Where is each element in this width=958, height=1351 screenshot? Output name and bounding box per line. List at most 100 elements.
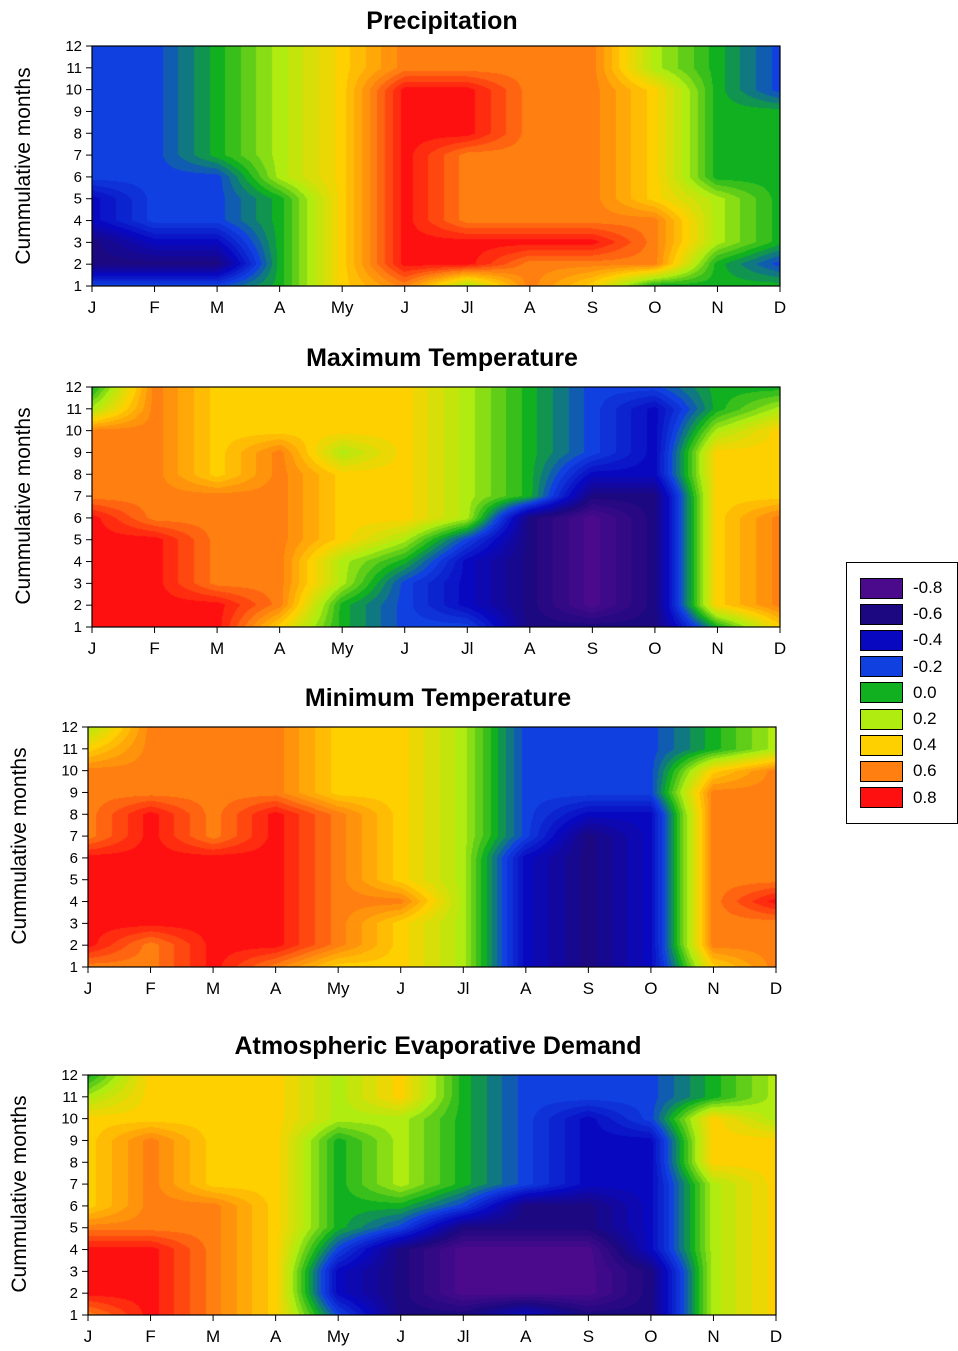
x-tick-label: J	[400, 298, 409, 317]
x-tick-label: J	[84, 979, 93, 998]
x-tick-label: S	[587, 639, 598, 658]
y-tick-label: 3	[74, 234, 82, 251]
y-tick-label: 3	[70, 1263, 78, 1280]
x-tick-label: A	[524, 298, 536, 317]
x-tick-label: Jl	[457, 1327, 469, 1346]
x-tick-label: A	[274, 298, 286, 317]
x-tick-label: M	[206, 1327, 220, 1346]
y-tick-label: 1	[70, 1307, 78, 1324]
y-tick-label: 1	[74, 278, 82, 295]
legend-label: 0.4	[913, 735, 937, 755]
y-tick-label: 5	[70, 872, 78, 889]
y-tick-label: 7	[70, 1176, 78, 1193]
y-tick-label: 9	[74, 444, 82, 461]
x-tick-label: A	[274, 639, 286, 658]
x-tick-label: J	[400, 639, 409, 658]
x-tick-label: F	[145, 1327, 155, 1346]
x-tick-label: D	[770, 1327, 782, 1346]
x-tick-label: O	[644, 979, 657, 998]
y-tick-label: 4	[74, 213, 82, 230]
y-tick-label: 9	[70, 1132, 78, 1149]
y-tick-label: 3	[74, 575, 82, 592]
x-tick-label: My	[331, 639, 354, 658]
x-tick-label: M	[210, 639, 224, 658]
plot-frame	[87, 1074, 777, 1316]
y-tick-label: 12	[61, 1067, 78, 1084]
y-tick-label: 3	[70, 915, 78, 932]
x-tick-label: O	[644, 1327, 657, 1346]
y-tick-label: 6	[74, 510, 82, 527]
x-tick-label: F	[149, 298, 159, 317]
y-tick-label: 4	[74, 554, 82, 571]
y-tick-label: 2	[74, 597, 82, 614]
x-tick-label: A	[524, 639, 536, 658]
y-tick-label: 7	[74, 147, 82, 164]
legend-item: 0.4	[860, 734, 937, 756]
legend-swatch	[860, 708, 903, 730]
plot-frame	[91, 45, 781, 287]
y-tick-label: 6	[74, 169, 82, 186]
y-tick-label: 11	[62, 741, 78, 758]
legend-label: -0.6	[913, 604, 943, 624]
y-tick-label: 9	[70, 784, 78, 801]
y-tick-label: 10	[65, 82, 82, 99]
x-tick-label: F	[149, 639, 159, 658]
y-tick-label: 12	[65, 379, 82, 396]
y-tick-label: 2	[70, 1285, 78, 1302]
x-tick-label: My	[331, 298, 354, 317]
legend-item: -0.4	[860, 629, 942, 651]
y-tick-label: 11	[62, 1089, 78, 1106]
x-tick-label: N	[707, 979, 719, 998]
heatmap-field	[92, 46, 780, 286]
x-tick-label: N	[711, 639, 723, 658]
y-tick-label: 9	[74, 103, 82, 120]
x-tick-label: A	[520, 1327, 532, 1346]
x-tick-label: J	[88, 639, 97, 658]
legend-label: -0.2	[913, 656, 943, 676]
legend-label: -0.4	[913, 630, 943, 650]
y-tick-label: 6	[70, 850, 78, 867]
y-tick-label: 5	[74, 191, 82, 208]
x-tick-label: N	[711, 298, 723, 317]
panel-title-atmospheric-evaporative-demand: Atmospheric Evaporative Demand	[234, 1032, 642, 1060]
y-tick-label: 2	[70, 937, 78, 954]
panel-title-minimum-temperature: Minimum Temperature	[304, 684, 572, 712]
x-tick-label: A	[520, 979, 532, 998]
plot-frame	[91, 386, 781, 628]
x-tick-label: D	[770, 979, 782, 998]
legend-item: -0.2	[860, 656, 942, 678]
x-tick-label: D	[774, 298, 786, 317]
x-tick-label: Jl	[461, 639, 473, 658]
legend-item: 0.2	[860, 708, 937, 730]
y-tick-label: 11	[66, 401, 82, 418]
x-tick-label: A	[270, 1327, 282, 1346]
x-tick-label: A	[270, 979, 282, 998]
x-tick-label: S	[583, 1327, 594, 1346]
y-tick-label: 10	[61, 1111, 78, 1128]
legend-item: -0.6	[860, 603, 942, 625]
x-tick-label: J	[84, 1327, 93, 1346]
y-tick-label: 7	[70, 828, 78, 845]
x-tick-label: M	[210, 298, 224, 317]
panel-title-maximum-temperature: Maximum Temperature	[306, 344, 578, 372]
y-tick-label: 7	[74, 488, 82, 505]
y-tick-label: 4	[70, 894, 78, 911]
x-tick-label: My	[327, 1327, 350, 1346]
x-tick-label: O	[648, 298, 661, 317]
legend-label: -0.8	[913, 578, 943, 597]
legend-swatch	[860, 629, 903, 651]
x-tick-label: J	[88, 298, 97, 317]
legend-swatch	[860, 656, 903, 678]
legend-swatch	[860, 760, 903, 782]
y-tick-label: 10	[65, 423, 82, 440]
x-tick-label: Jl	[461, 298, 473, 317]
legend-swatch	[860, 734, 903, 756]
heatmap-field	[92, 387, 780, 627]
legend-label: 0.2	[913, 709, 937, 728]
legend-swatch	[860, 603, 903, 625]
x-tick-label: S	[583, 979, 594, 998]
legend-swatch	[860, 577, 903, 599]
y-tick-label: 5	[70, 1220, 78, 1237]
